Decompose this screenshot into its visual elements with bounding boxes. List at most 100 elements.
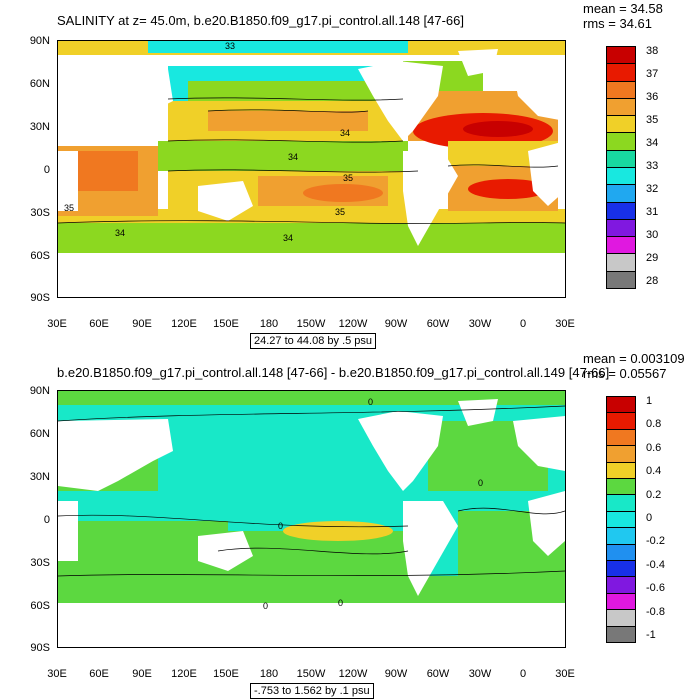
contour-label: 34 [283,233,293,243]
mean-stat: mean = 0.003109 [583,351,685,366]
colorbar-swatch [606,253,636,272]
lon-label: 30W [468,318,492,330]
lon-label: 90W [384,668,408,680]
colorbar-swatch [606,461,636,479]
colorbar-label: -0.6 [646,582,665,595]
contour-label: 34 [288,152,298,162]
colorbar-swatch [606,184,636,203]
contour-lines [58,405,565,577]
lon-label: 120W [338,318,368,330]
colorbar-swatch [606,115,636,134]
colorbar-swatch [606,270,636,289]
colorbar: 1 0.8 0.6 0.4 0.2 0 -0.2 -0.4 -0.6 -0.8 -1 [606,395,665,643]
colorbar-label: 35 [646,114,659,126]
colorbar-label: -0.4 [646,558,665,571]
rms-stat: rms = 34.61 [583,16,653,31]
lat-label: 90S [30,292,50,304]
colorbar-label: -1 [646,629,656,641]
colorbar-label: 33 [646,160,659,172]
lon-label: 0 [519,318,527,330]
lon-label: 90E [132,668,152,680]
colorbar-label: 34 [646,137,659,149]
lat-label: 30N [29,121,50,133]
contour-label: 0 [278,521,283,531]
lon-label: 150E [213,318,239,330]
colorbar-swatch [606,428,636,447]
colorbar-label: -0.2 [646,535,665,548]
colorbar-swatch [606,576,636,594]
lat-label: 30S [30,207,50,219]
lon-label: 90E [132,318,152,330]
colorbar-swatch [606,412,636,430]
lat-label: 30N [29,471,50,483]
panel-title: SALINITY at z= 45.0m, b.e20.B1850.f09_g1… [57,13,465,28]
map-frame: 33 34 34 35 35 35 34 34 [57,40,566,298]
contour-label: 34 [115,228,125,238]
contour-label: 0 [338,598,343,608]
lon-label: 120E [171,318,197,330]
contour-label: 0 [368,397,373,407]
colorbar-label: 38 [646,45,659,57]
lat-label: 0 [43,164,50,176]
colorbar-label: 36 [646,91,659,103]
lon-label: 60E [89,318,109,330]
panel-title: b.e20.B1850.f09_g17.pi_control.all.148 [… [57,365,610,380]
colorbar-swatch [606,149,636,168]
lon-label: 30W [468,668,492,680]
lon-label: 60W [426,318,450,330]
colorbar-swatch [606,609,636,627]
lon-label: 0 [519,668,527,680]
colorbar-swatch [606,167,636,186]
colorbar-label: 28 [646,275,659,287]
difference-map: 0 0 0 0 0 [58,391,565,647]
contour-label: 33 [225,41,235,51]
difference-panel: b.e20.B1850.f09_g17.pi_control.all.148 [… [0,350,700,700]
colorbar-label: 31 [646,206,659,218]
salinity-panel: SALINITY at z= 45.0m, b.e20.B1850.f09_g1… [29,1,663,349]
colorbar-swatch [606,494,636,512]
salinity-map: 33 34 34 35 35 35 34 34 [58,41,565,297]
lat-label: 60N [29,78,50,90]
colorbar-swatch [606,396,636,414]
colorbar-swatch [606,543,636,561]
lat-label: 90N [29,35,50,47]
lon-label: 120W [338,668,368,680]
colorbar-label: 1 [646,395,653,407]
colorbar-label: 0.4 [646,465,662,478]
colorbar-swatch [606,80,636,99]
colorbar-swatch [606,445,636,463]
colorbar-swatch [606,236,636,255]
lon-label: 90W [384,318,408,330]
contour-label: 35 [335,207,345,217]
colorbar-swatch [606,478,636,496]
colorbar-swatch [606,510,636,529]
lat-label: 60N [29,428,50,440]
colorbar-label: 37 [646,68,659,80]
lon-label: 30E [47,318,67,330]
lat-label: 60S [30,600,50,612]
lat-label: 90S [30,642,50,654]
lon-label: 150E [213,668,239,680]
colorbar-label: 0.6 [646,441,662,454]
contour-label: 34 [340,128,350,138]
colorbar-label: 0 [646,512,653,524]
colorbar-label: 0.2 [646,488,662,501]
lat-label: 90N [29,385,50,397]
colorbar-swatch [606,97,636,117]
lon-label: 60W [426,668,450,680]
contour-label: 0 [478,478,483,488]
colorbar-swatch [606,218,636,238]
lon-label: 150W [296,668,326,680]
colorbar-swatch [606,46,636,65]
contour-label: 0 [263,601,268,611]
colorbar-label: -0.8 [646,605,665,618]
lon-label: 150W [296,318,326,330]
contour-lines [58,97,565,224]
lon-label: 30E [47,668,67,680]
map-frame: 0 0 0 0 0 [57,390,566,648]
lon-label: 60E [89,668,109,680]
lon-label: 180 [259,668,279,680]
contour-label: 35 [64,203,74,213]
lon-label: 180 [259,318,279,330]
mean-stat: mean = 34.58 [583,1,663,16]
